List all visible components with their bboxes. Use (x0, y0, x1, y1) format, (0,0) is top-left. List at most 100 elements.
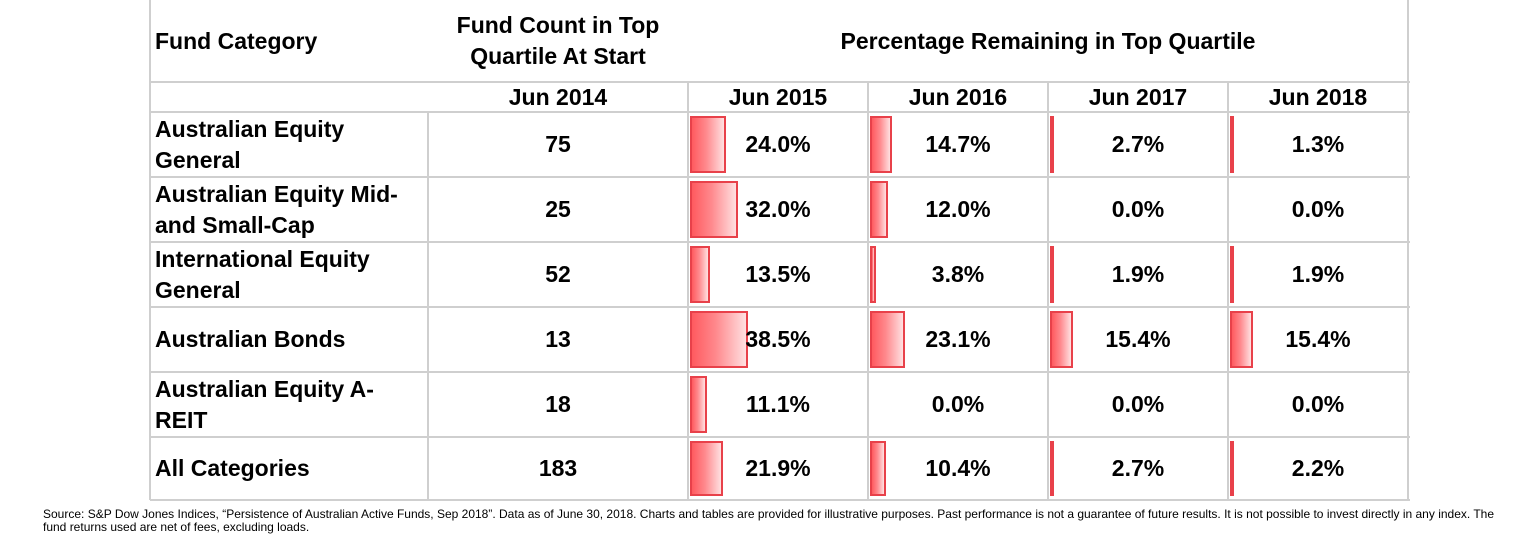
data-bar (690, 116, 726, 173)
percentage-value: 2.7% (1111, 131, 1165, 157)
grid-line-row-5 (150, 436, 1410, 438)
percentage-cell: 14.7% (868, 112, 1048, 177)
period-label: Jun 2015 (728, 83, 828, 110)
header-percentage-remaining: Percentage Remaining in Top Quartile (688, 0, 1408, 82)
grid-line-row-1 (150, 176, 1410, 178)
percentage-cell: 0.0% (1048, 177, 1228, 242)
row-category: Australian Equity Mid-and Small-Cap (150, 177, 428, 242)
data-bar (1050, 246, 1054, 303)
header-fund-category: Fund Category (150, 0, 430, 82)
period-label: Jun 2017 (1088, 83, 1188, 110)
row-category-line1: Australian Equity A- (155, 375, 374, 402)
percentage-cell: 2.7% (1048, 112, 1228, 177)
grid-line-col-count (427, 112, 429, 500)
percentage-value: 15.4% (1285, 326, 1351, 352)
percentage-value: 21.9% (745, 455, 811, 481)
data-bar (870, 311, 905, 368)
persistence-table: Fund Category Fund Count in Top Quartile… (149, 0, 1410, 501)
source-note: Source: S&P Dow Jones Indices, “Persiste… (43, 507, 1495, 534)
period-header-jun-2014: Jun 2014 (428, 82, 688, 112)
row-category: All Categories (150, 437, 428, 500)
percentage-value: 24.0% (745, 131, 811, 157)
percentage-value: 0.0% (1111, 196, 1165, 222)
header-percentage-remaining-text: Percentage Remaining in Top Quartile (840, 27, 1256, 54)
row-category-line1: Australian Bonds (155, 326, 346, 352)
fund-count-value: 52 (545, 261, 571, 287)
grid-line-col-2 (687, 82, 689, 500)
grid-line-row-2 (150, 241, 1410, 243)
data-bar (690, 311, 748, 368)
fund-count-value: 18 (545, 391, 571, 417)
percentage-cell: 0.0% (1228, 177, 1408, 242)
row-category-line2: General (155, 276, 241, 303)
percentage-value: 0.0% (1291, 196, 1345, 222)
percentage-cell: 38.5% (688, 307, 868, 372)
grid-line-col-3 (867, 82, 869, 500)
percentage-value: 0.0% (931, 391, 985, 417)
data-bar (690, 181, 738, 238)
data-bar (1230, 246, 1234, 303)
grid-line-col-4 (1047, 82, 1049, 500)
percentage-value: 2.7% (1111, 455, 1165, 481)
percentage-cell: 10.4% (868, 437, 1048, 500)
header-fund-category-text: Fund Category (155, 27, 318, 54)
grid-line-header (150, 81, 1410, 83)
grid-line-row-4 (150, 371, 1410, 373)
row-category: Australian Bonds (150, 307, 428, 372)
percentage-cell: 3.8% (868, 242, 1048, 307)
percentage-value: 32.0% (745, 196, 811, 222)
period-label: Jun 2018 (1268, 83, 1368, 110)
percentage-cell: 1.9% (1048, 242, 1228, 307)
data-bar (870, 181, 888, 238)
period-label: Jun 2016 (908, 83, 1008, 110)
percentage-cell: 12.0% (868, 177, 1048, 242)
period-header-jun-2018: Jun 2018 (1228, 82, 1408, 112)
data-bar (1230, 116, 1234, 173)
period-header-jun-2015: Jun 2015 (688, 82, 868, 112)
percentage-value: 11.1% (746, 391, 810, 417)
row-category-line2: REIT (155, 406, 208, 433)
header-fund-count-line2: Quartile At Start (470, 43, 646, 69)
row-fund-count: 183 (428, 437, 688, 500)
percentage-value: 12.0% (925, 196, 991, 222)
row-category: Australian Equity A- REIT (150, 372, 428, 437)
percentage-value: 2.2% (1291, 455, 1345, 481)
grid-line-period-row (150, 111, 1410, 113)
percentage-value: 23.1% (925, 326, 991, 352)
data-bar (870, 441, 886, 496)
data-bar (1230, 311, 1253, 368)
fund-count-value: 75 (545, 131, 571, 157)
row-category-line2: and Small-Cap (155, 211, 315, 238)
row-fund-count: 25 (428, 177, 688, 242)
data-bar (690, 376, 707, 433)
data-bar (870, 116, 892, 173)
percentage-cell: 0.0% (868, 372, 1048, 437)
fund-count-value: 13 (545, 326, 571, 352)
row-category-line1: Australian Equity (155, 115, 345, 142)
grid-line-right (1407, 0, 1409, 500)
grid-line-left (149, 0, 151, 500)
percentage-cell: 11.1% (688, 372, 868, 437)
percentage-value: 13.5% (745, 261, 811, 287)
header-fund-count: Fund Count in Top Quartile At Start (428, 8, 688, 74)
grid-line-row-6 (150, 499, 1410, 501)
row-category: International Equity General (150, 242, 428, 307)
percentage-cell: 1.3% (1228, 112, 1408, 177)
period-header-jun-2016: Jun 2016 (868, 82, 1048, 112)
row-fund-count: 52 (428, 242, 688, 307)
percentage-cell: 0.0% (1228, 372, 1408, 437)
data-bar (1050, 116, 1054, 173)
row-category-line1: Australian Equity Mid- (155, 180, 398, 207)
percentage-value: 14.7% (925, 131, 991, 157)
row-fund-count: 13 (428, 307, 688, 372)
fund-count-value: 25 (545, 196, 571, 222)
data-bar (870, 246, 876, 303)
percentage-cell: 24.0% (688, 112, 868, 177)
percentage-value: 3.8% (931, 261, 985, 287)
period-label: Jun 2014 (508, 83, 608, 110)
period-header-jun-2017: Jun 2017 (1048, 82, 1228, 112)
row-category-line2: General (155, 146, 241, 173)
data-bar (690, 441, 723, 496)
percentage-cell: 13.5% (688, 242, 868, 307)
percentage-cell: 1.9% (1228, 242, 1408, 307)
